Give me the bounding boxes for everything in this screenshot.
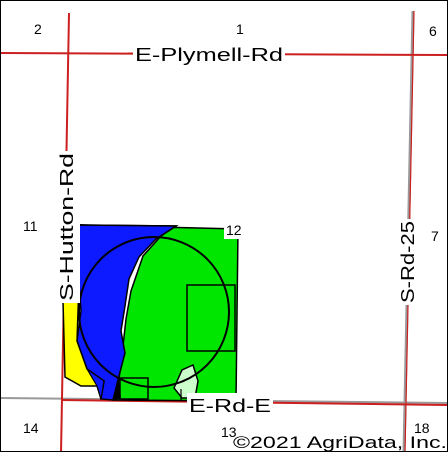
soil-unit-blue-sliver (86, 368, 105, 400)
label-bg-section-11 (21, 217, 45, 235)
section-number-18: 18 (414, 420, 430, 436)
road-label-e-rd-e: E-Rd-E (189, 396, 271, 416)
soil-unit-blue (74, 224, 179, 401)
field-rect-south (119, 377, 149, 400)
section-number-2: 2 (34, 21, 42, 37)
section-number-14: 14 (23, 420, 39, 436)
section-number-1: 1 (236, 21, 244, 37)
road-label-s-rd-25: S-Rd-25 (398, 221, 418, 303)
pivot-circle (78, 236, 230, 388)
field-rect-east (186, 284, 236, 352)
soil-unit-dark-wedge (113, 379, 121, 400)
label-bg-section-12 (224, 221, 248, 239)
road-label-s-hutton-rd: S-Hutton-Rd (57, 153, 77, 301)
label-bg-e-rd-e (187, 393, 273, 417)
section-number-6: 6 (429, 23, 437, 39)
section-number-12: 12 (226, 222, 242, 238)
field-boundary (62, 224, 239, 402)
label-bg-s-hutton-rd (52, 151, 80, 303)
section-number-7: 7 (431, 228, 439, 244)
section-number-13: 13 (221, 424, 237, 440)
road-label-e-plymell-rd: E-Plymell-Rd (135, 45, 283, 65)
label-bg-e-plymell-rd (133, 42, 285, 66)
section-number-11: 11 (23, 218, 38, 234)
soil-unit-pale-green (173, 363, 199, 399)
copyright-text: ©2021 AgriData, Inc. (233, 433, 447, 452)
label-bg-s-rd-25 (395, 219, 419, 305)
